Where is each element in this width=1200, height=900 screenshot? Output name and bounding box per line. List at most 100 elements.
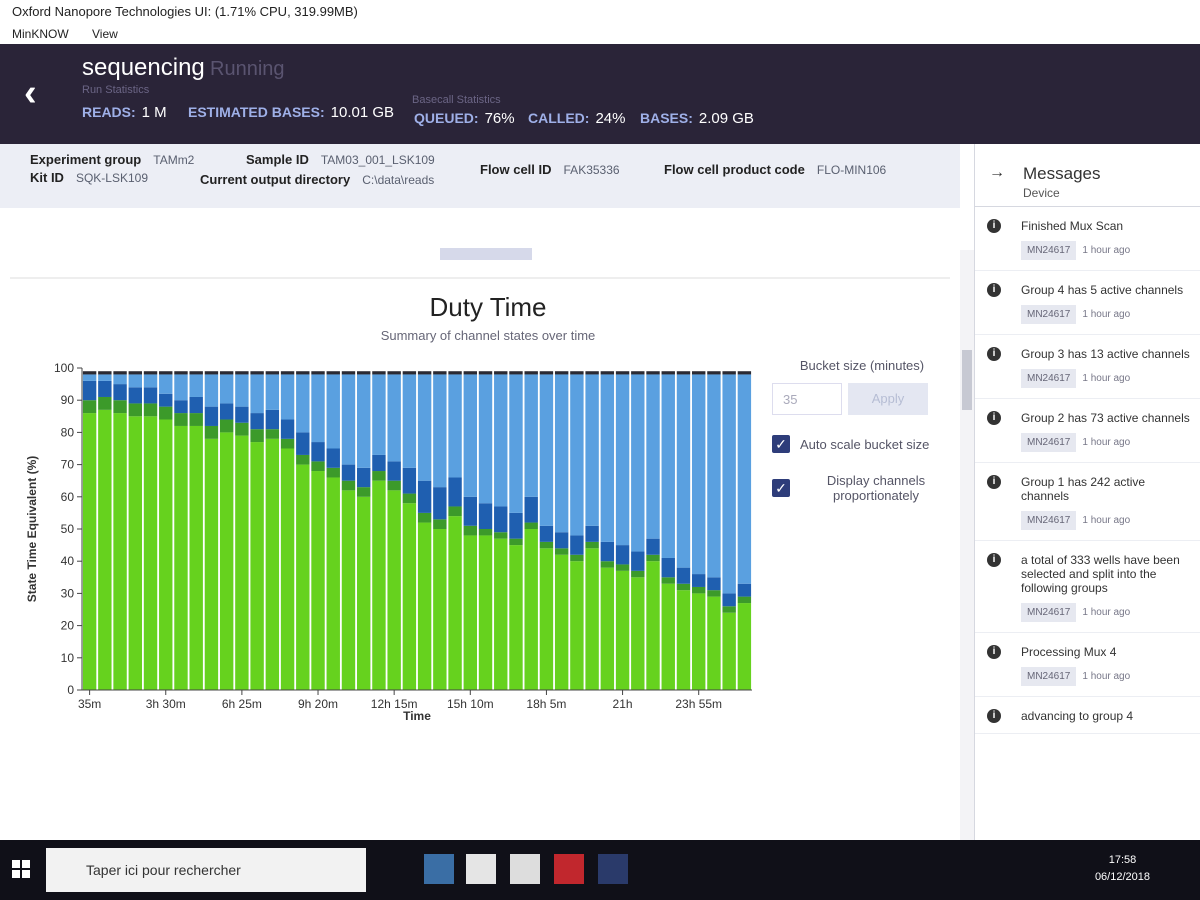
info-icon: i [987,475,1001,489]
bar-segment [128,403,142,417]
stat: QUEUED: 76% [414,110,515,127]
bar-segment [219,374,234,404]
checkbox-label: Display channels proportionately [826,473,926,503]
checkbox[interactable]: ✓ [772,479,790,497]
bar-segment [509,374,523,513]
bar-segment [341,371,356,375]
x-tick-label: 3h 30m [146,697,186,711]
info-field: Sample ID TAM03_001_LSK109 [246,152,435,167]
bar-segment [554,532,569,549]
bar-segment [341,374,356,465]
stat: CALLED: 24% [528,110,625,127]
bar-segment [585,541,599,549]
scroll-thumb[interactable] [962,350,972,410]
bar-segment [402,503,417,690]
clock-date: 06/12/2018 [1094,871,1150,883]
bar-segment [463,535,477,690]
start-button[interactable] [0,840,40,900]
y-axis-label: State Time Equivalent (%) [25,456,39,602]
page-title: sequencing [82,54,205,81]
taskbar-icon[interactable] [554,854,584,884]
bar-segment [82,380,97,401]
bar-segment [570,371,584,375]
bar-segment [280,438,295,449]
checkbox-row[interactable]: ✓ Auto scale bucket size [772,435,952,453]
taskbar-icon[interactable] [598,854,628,884]
bar-segment [509,538,523,546]
back-button[interactable]: ‹ [24,72,37,114]
x-axis-label: Time [403,709,431,723]
bar-segment [524,529,538,690]
y-tick-label: 0 [67,683,74,697]
collapse-arrow[interactable]: → [989,164,1005,181]
bar-segment [280,371,295,375]
bar-segment [296,432,310,455]
bar-segment [554,548,569,555]
info-label: Kit ID [30,170,64,185]
bar-segment [326,477,340,690]
taskbar-icon[interactable] [510,854,540,884]
search-box[interactable]: Taper ici pour rechercher [46,848,366,892]
messages-tab[interactable]: Device [1023,186,1060,200]
x-tick-label: 15h 10m [447,697,494,711]
y-tick-label: 20 [61,619,75,633]
bar-segment [661,557,675,578]
bar-segment [478,374,493,504]
bar-segment [737,374,752,584]
bar-segment [417,374,432,481]
bar-segment [722,593,736,607]
checkbox-row[interactable]: ✓ Display channels proportionately [772,473,952,503]
bar-segment [631,374,645,552]
message: i Group 4 has 5 active channels MN24617 1 h… [975,271,1200,335]
x-tick-label: 6h 25m [222,697,262,711]
bar-segment [433,529,447,690]
bar-segment [341,480,356,491]
bar-segment [494,374,508,507]
bar-segment [463,496,477,526]
bar-segment [524,374,538,497]
y-tick-label: 50 [61,522,75,536]
message-list: i Finished Mux Scan MN24617 1 hour ago i Grou… [975,207,1200,734]
bar-segment [463,371,477,375]
bar-segment [448,516,462,690]
checkbox[interactable]: ✓ [772,435,790,453]
info-label: Flow cell ID [480,162,552,177]
device-tag: MN24617 [1021,433,1077,452]
taskbar-icon[interactable] [424,854,454,884]
bar-segment [494,532,508,539]
bar-segment [387,374,401,462]
message-meta: MN24617 1 hour ago [1021,361,1191,388]
bar-segment [402,493,417,504]
bucket-input[interactable]: 35 [772,383,842,415]
bar-segment [737,596,752,604]
message-meta: MN24617 1 hour ago [1021,233,1191,260]
message-time: 1 hour ago [1082,309,1131,320]
x-tick-label: 35m [78,697,101,711]
taskbar-icon[interactable] [466,854,496,884]
bar-segment [128,371,142,375]
bar-segment [646,554,660,562]
y-tick-label: 90 [61,393,75,407]
stat: BASES: 2.09 GB [640,110,754,127]
stat: READS: 1 M [82,104,167,121]
bar-segment [417,480,432,513]
bar-segment [646,538,660,555]
stat-label: READS: [82,104,136,120]
bar-segment [585,525,599,542]
menu-item[interactable]: View [92,27,118,41]
bar-segment [250,429,264,443]
bar-segment [326,374,340,449]
chart-subtitle: Summary of channel states over time [381,328,596,343]
bar-segment [615,371,630,375]
bar-segment [159,406,173,420]
bar-segment [524,522,538,529]
scrollbar[interactable] [960,250,974,840]
info-field: Experiment group TAMm2 [30,152,194,167]
menu-item[interactable]: MinKNOW [12,27,69,41]
info-label: Current output directory [200,172,351,187]
bar-segment [692,593,706,690]
device-tag: MN24617 [1021,305,1077,324]
bar-segment [570,554,584,562]
bar-segment [250,374,264,414]
apply-button[interactable]: Apply [848,383,928,415]
